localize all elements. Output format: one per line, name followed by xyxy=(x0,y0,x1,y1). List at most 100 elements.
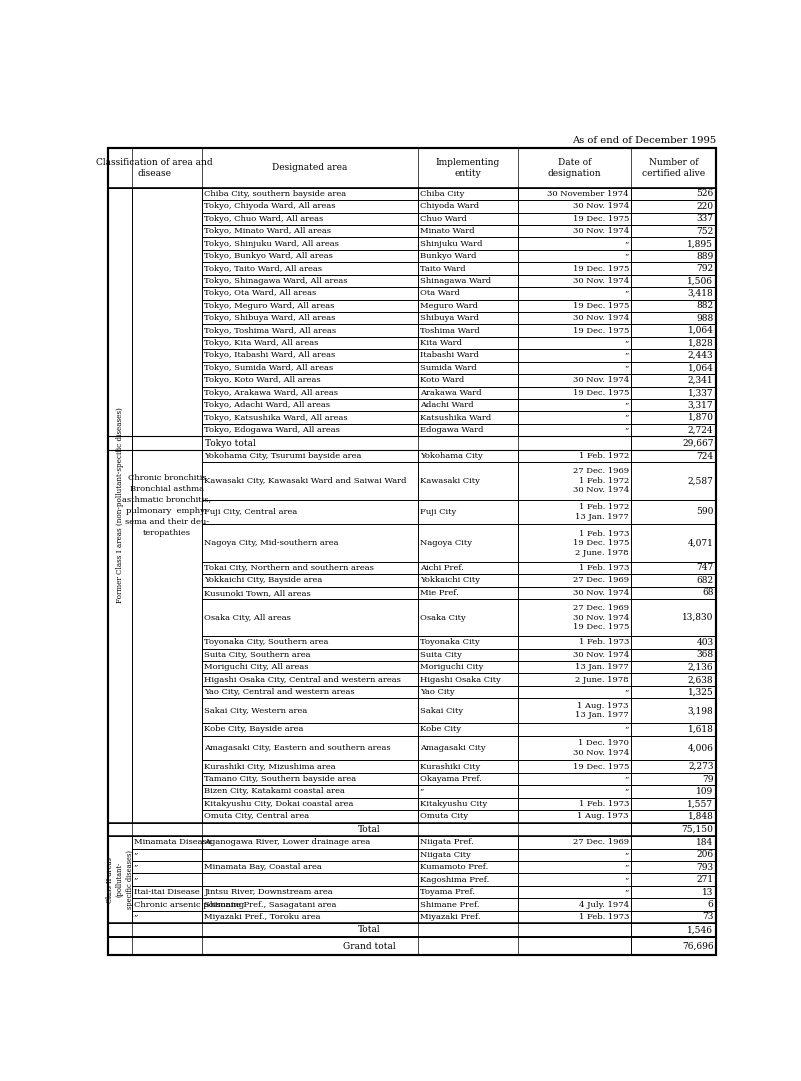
Bar xyxy=(630,823,716,837)
Text: 13 Jan. 1977: 13 Jan. 1977 xyxy=(575,664,629,671)
Text: Aichi Pref.: Aichi Pref. xyxy=(420,564,464,572)
Bar xyxy=(518,250,630,263)
Bar xyxy=(418,723,518,735)
Bar xyxy=(418,637,518,649)
Text: ”: ” xyxy=(625,725,629,733)
Text: Tokyo, Minato Ward, All areas: Tokyo, Minato Ward, All areas xyxy=(204,227,332,236)
Bar xyxy=(418,412,518,424)
Text: ”: ” xyxy=(625,339,629,347)
Bar xyxy=(202,324,418,337)
Bar xyxy=(418,649,518,662)
Text: Toyonaka City, Southern area: Toyonaka City, Southern area xyxy=(204,639,328,646)
Text: Minamata Disease: Minamata Disease xyxy=(134,839,211,846)
Text: Arakawa Ward: Arakawa Ward xyxy=(420,389,481,397)
Bar xyxy=(630,238,716,250)
Text: Bizen City, Katakami coastal area: Bizen City, Katakami coastal area xyxy=(204,787,345,796)
Bar xyxy=(518,362,630,374)
Text: 2,443: 2,443 xyxy=(688,351,714,360)
Bar xyxy=(418,188,518,200)
Text: Yokohama City: Yokohama City xyxy=(420,452,482,461)
Text: Shimane Pref.: Shimane Pref. xyxy=(420,900,479,908)
Bar xyxy=(518,898,630,910)
Bar xyxy=(630,673,716,685)
Text: 30 Nov. 1974: 30 Nov. 1974 xyxy=(573,589,629,597)
Text: Sakai City, Western area: Sakai City, Western area xyxy=(204,707,308,715)
Text: 30 Nov. 1974: 30 Nov. 1974 xyxy=(573,315,629,322)
Bar xyxy=(418,362,518,374)
Bar xyxy=(630,463,716,499)
Text: Ota Ward: Ota Ward xyxy=(420,290,460,297)
Bar xyxy=(630,288,716,299)
Bar xyxy=(202,362,418,374)
Text: ”: ” xyxy=(625,851,629,858)
Text: Tokyo, Katsushika Ward, All areas: Tokyo, Katsushika Ward, All areas xyxy=(204,414,348,422)
Bar xyxy=(630,399,716,412)
Text: Tokyo, Meguro Ward, All areas: Tokyo, Meguro Ward, All areas xyxy=(204,302,335,310)
Text: Number of
certified alive: Number of certified alive xyxy=(642,158,705,178)
Text: 19 Dec. 1975: 19 Dec. 1975 xyxy=(573,302,629,310)
Text: Moriguchi City: Moriguchi City xyxy=(420,664,483,671)
Bar xyxy=(518,562,630,574)
Text: Kita Ward: Kita Ward xyxy=(420,339,461,347)
Text: 27 Dec. 1969
1 Feb. 1972
30 Nov. 1974: 27 Dec. 1969 1 Feb. 1972 30 Nov. 1974 xyxy=(573,467,629,494)
Text: Tokyo, Koto Ward, All areas: Tokyo, Koto Ward, All areas xyxy=(204,376,321,385)
Text: Chronic bronchitis
Bronchial asthma
asthmatic bronchitis,
pulmonary  emphy-
sema: Chronic bronchitis Bronchial asthma asth… xyxy=(123,473,211,536)
Text: Fuji City, Central area: Fuji City, Central area xyxy=(204,508,298,516)
Text: Kitakyushu City, Dokai coastal area: Kitakyushu City, Dokai coastal area xyxy=(204,800,354,808)
Text: 1,618: 1,618 xyxy=(687,725,714,734)
Text: 889: 889 xyxy=(696,252,714,261)
Text: Omuta City, Central area: Omuta City, Central area xyxy=(204,812,309,820)
Bar xyxy=(630,200,716,213)
Bar xyxy=(418,499,518,524)
Text: Kawasaki City: Kawasaki City xyxy=(420,477,480,485)
Text: 30 November 1974: 30 November 1974 xyxy=(547,190,629,198)
Text: ”: ” xyxy=(134,913,138,921)
Bar xyxy=(518,213,630,225)
Text: 1 Aug. 1973: 1 Aug. 1973 xyxy=(578,812,629,820)
Bar xyxy=(418,463,518,499)
Text: 988: 988 xyxy=(696,313,714,323)
Bar xyxy=(630,898,716,910)
Text: Higashi Osaka City: Higashi Osaka City xyxy=(420,676,501,683)
Text: Total: Total xyxy=(358,825,380,833)
Bar xyxy=(418,562,518,574)
Bar xyxy=(518,685,630,698)
Bar xyxy=(202,760,418,773)
Bar xyxy=(107,837,132,923)
Bar xyxy=(518,649,630,662)
Bar xyxy=(630,599,716,637)
Bar xyxy=(630,437,716,450)
Bar xyxy=(418,587,518,599)
Bar xyxy=(132,885,202,898)
Bar xyxy=(630,785,716,798)
Text: 590: 590 xyxy=(696,507,714,517)
Text: 752: 752 xyxy=(696,227,714,236)
Text: 27 Dec. 1969: 27 Dec. 1969 xyxy=(573,576,629,585)
Bar xyxy=(630,862,716,873)
Bar xyxy=(202,288,418,299)
Bar xyxy=(518,463,630,499)
Text: 1 Feb. 1973
19 Dec. 1975
2 June. 1978: 1 Feb. 1973 19 Dec. 1975 2 June. 1978 xyxy=(573,530,629,557)
Text: Taito Ward: Taito Ward xyxy=(420,265,465,272)
Text: 1,895: 1,895 xyxy=(687,239,714,249)
Text: 75,150: 75,150 xyxy=(682,825,714,833)
Bar xyxy=(202,723,418,735)
Text: 1 Aug. 1973
13 Jan. 1977: 1 Aug. 1973 13 Jan. 1977 xyxy=(575,702,629,720)
Text: Shibuya Ward: Shibuya Ward xyxy=(420,315,479,322)
Text: Niigata City: Niigata City xyxy=(420,851,470,858)
Text: 1,546: 1,546 xyxy=(687,925,714,934)
Bar xyxy=(418,849,518,862)
Text: 109: 109 xyxy=(696,787,714,796)
Text: Tokyo, Arakawa Ward, All areas: Tokyo, Arakawa Ward, All areas xyxy=(204,389,338,397)
Bar xyxy=(518,524,630,562)
Bar xyxy=(202,649,418,662)
Text: Osaka City: Osaka City xyxy=(420,614,465,622)
Text: Tokyo, Sumida Ward, All areas: Tokyo, Sumida Ward, All areas xyxy=(204,364,333,372)
Text: 4 July. 1974: 4 July. 1974 xyxy=(579,900,629,908)
Text: 1,557: 1,557 xyxy=(687,799,714,809)
Bar xyxy=(418,735,518,760)
Bar xyxy=(630,760,716,773)
Text: ”: ” xyxy=(625,401,629,409)
Bar xyxy=(202,524,418,562)
Bar xyxy=(518,412,630,424)
